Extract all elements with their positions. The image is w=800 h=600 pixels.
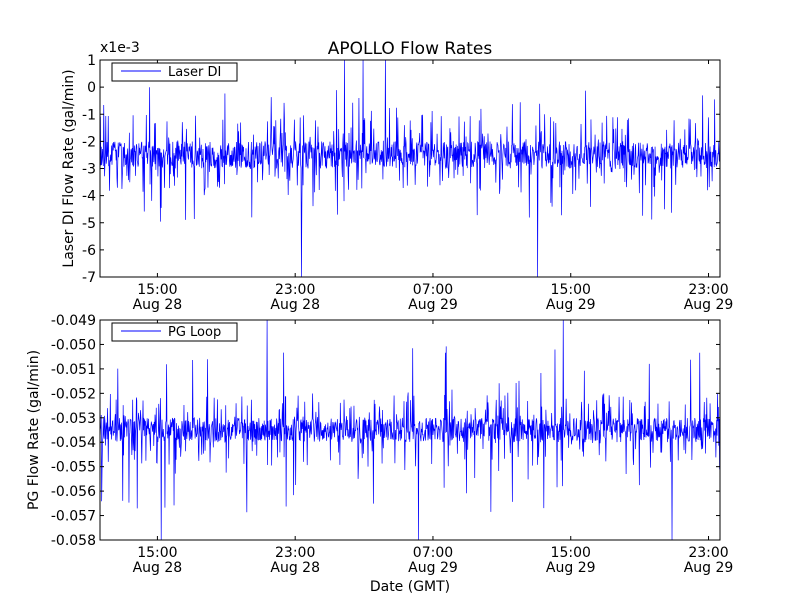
y-tick-label: -0.058: [51, 533, 96, 549]
x-tick-label-date: Aug 29: [546, 560, 596, 576]
figure-title: APOLLO Flow Rates: [328, 39, 493, 59]
x-tick-label-time: 23:00: [275, 545, 315, 561]
y-tick-label: -0.051: [51, 362, 96, 378]
x-tick-label-date: Aug 29: [684, 297, 734, 313]
y-tick-label: -2: [82, 134, 96, 150]
y-tick-label: -0.057: [51, 509, 96, 525]
x-tick-label-time: 15:00: [551, 545, 591, 561]
x-tick-label-time: 07:00: [413, 282, 453, 298]
y-tick-label: -0.054: [51, 435, 96, 451]
y-tick-label: -3: [82, 162, 96, 178]
x-tick-label-time: 23:00: [688, 282, 728, 298]
y-tick-label: -0.052: [51, 386, 96, 402]
y-tick-label: -7: [82, 270, 96, 286]
y-tick-label: -4: [82, 189, 96, 205]
legend-box: [111, 62, 238, 82]
x-tick-label-date: Aug 29: [684, 560, 734, 576]
y-tick-label: 0: [87, 80, 96, 96]
x-tick-label-time: 15:00: [137, 282, 177, 298]
series-line-laser-di: [100, 60, 720, 277]
x-tick-label-time: 15:00: [137, 545, 177, 561]
legend-box: [111, 322, 238, 342]
y-axis-label: PG Flow Rate (gal/min): [26, 350, 42, 510]
x-tick-label-date: Aug 29: [408, 560, 458, 576]
chart-panel: -0.049 -0.050 -0.051 -0.052 -0.053 -0.054 -0.0…: [26, 313, 733, 576]
y-tick-label: -5: [82, 216, 96, 232]
y-tick-label: 1: [87, 53, 96, 69]
x-tick-label-date: Aug 28: [270, 560, 320, 576]
y-tick-label: -0.050: [51, 337, 96, 353]
x-tick-label-time: 15:00: [551, 282, 591, 298]
x-tick-label-date: Aug 28: [133, 297, 183, 313]
legend: PG Loop: [111, 322, 238, 342]
x-tick-label-date: Aug 28: [270, 297, 320, 313]
y-tick-label: -0.055: [51, 460, 96, 476]
legend: Laser DI: [111, 62, 238, 82]
x-tick-label-time: 23:00: [688, 545, 728, 561]
legend-label: PG Loop: [168, 325, 221, 340]
y-scale-label: x1e-3: [100, 40, 140, 56]
y-tick-label: -6: [82, 243, 96, 259]
x-axis-label: Date (GMT): [370, 579, 450, 595]
series-line-pg-loop: [100, 320, 720, 540]
x-tick-label-date: Aug 28: [133, 560, 183, 576]
x-tick-label-time: 23:00: [275, 282, 315, 298]
x-tick-label-date: Aug 29: [546, 297, 596, 313]
plot-frame: [99, 319, 721, 541]
y-tick-label: -0.056: [51, 484, 96, 500]
y-axis-label: Laser DI Flow Rate (gal/min): [61, 69, 77, 267]
y-tick-label: -1: [82, 107, 96, 123]
y-tick-label: -0.049: [51, 313, 96, 329]
legend-label: Laser DI: [168, 65, 221, 80]
x-tick-label-date: Aug 29: [408, 297, 458, 313]
y-tick-label: -0.053: [51, 411, 96, 427]
x-tick-label-time: 07:00: [413, 545, 453, 561]
